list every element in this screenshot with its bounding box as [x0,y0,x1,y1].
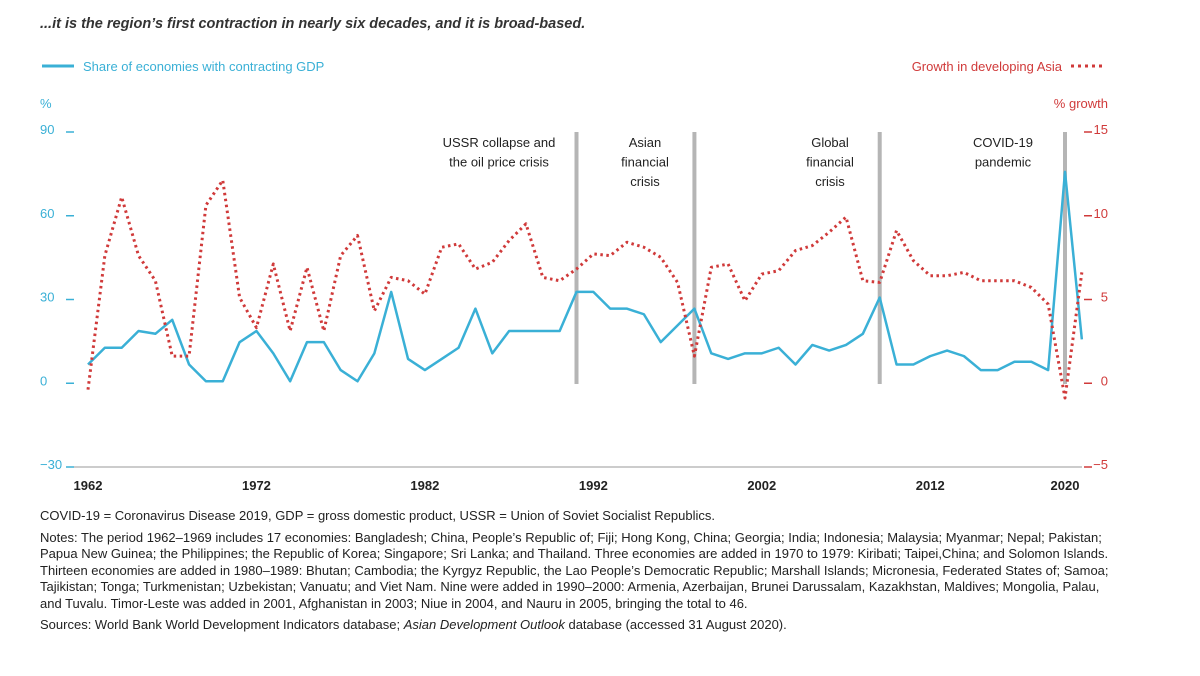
event-label-1998: financial [621,155,669,170]
right-tick-label: −5 [1093,457,1108,472]
event-label-2009: Global [811,135,849,150]
x-tick-label: 1962 [74,478,103,493]
left-tick-label: 30 [40,290,54,305]
left-axis: −30 0 30 60 90 [40,122,74,472]
x-tick-label: 1982 [410,478,439,493]
left-axis-label: % [40,96,52,111]
right-axis: −5 0 5 10 15 [1084,122,1108,472]
event-label-2009: crisis [815,174,845,189]
legend-label-growth: Growth in developing Asia [912,59,1063,74]
right-tick-label: 15 [1094,122,1108,137]
left-tick-label: 0 [40,373,47,388]
right-tick-label: 10 [1094,206,1108,221]
sources-note: Sources: World Bank World Development In… [40,617,1120,634]
series-line-contracting-gdp [87,170,1084,383]
x-axis: 1962 1972 1982 1992 2002 2012 2020 [74,478,1080,493]
legend-label-contracting: Share of economies with contracting GDP [83,59,324,74]
sources-suffix: database (accessed 31 August 2020). [564,617,787,632]
event-label-2020: COVID-19 [973,135,1033,150]
x-tick-label: 2002 [747,478,776,493]
right-tick-label: 0 [1101,373,1108,388]
x-tick-label: 1992 [579,478,608,493]
line-chart: Share of economies with contracting GDP … [40,59,1108,493]
event-label-1998: Asian [629,135,662,150]
event-label-1991: USSR collapse and [443,135,556,150]
x-tick-label: 2020 [1051,478,1080,493]
plot-area [86,170,1084,400]
chart-subtitle: ...it is the region’s first contraction … [40,16,586,32]
left-tick-label: 90 [40,122,54,137]
event-markers [574,132,1067,384]
x-tick-label: 2012 [916,478,945,493]
event-label-1991: the oil price crisis [449,155,549,170]
sources-italic: Asian Development Outlook [403,617,565,632]
right-tick-label: 5 [1101,290,1108,305]
left-tick-label: −30 [40,457,62,472]
right-axis-label: % growth [1054,96,1108,111]
sources-prefix: Sources: World Bank World Development In… [40,617,404,632]
chart-notes: COVID-19 = Coronavirus Disease 2019, GDP… [40,508,1120,639]
left-tick-label: 60 [40,206,54,221]
event-label-1998: crisis [630,174,660,189]
abbreviations-note: COVID-19 = Coronavirus Disease 2019, GDP… [40,508,715,523]
event-label-2020: pandemic [975,155,1032,170]
event-label-2009: financial [806,155,854,170]
event-annotations: USSR collapse and the oil price crisis Asi… [443,135,1033,189]
legend: Share of economies with contracting GDP … [42,59,1106,74]
series-line-growth [86,178,1084,400]
notes-text: Notes: The period 1962–1969 includes 17 … [40,529,1109,611]
x-tick-label: 1972 [242,478,271,493]
